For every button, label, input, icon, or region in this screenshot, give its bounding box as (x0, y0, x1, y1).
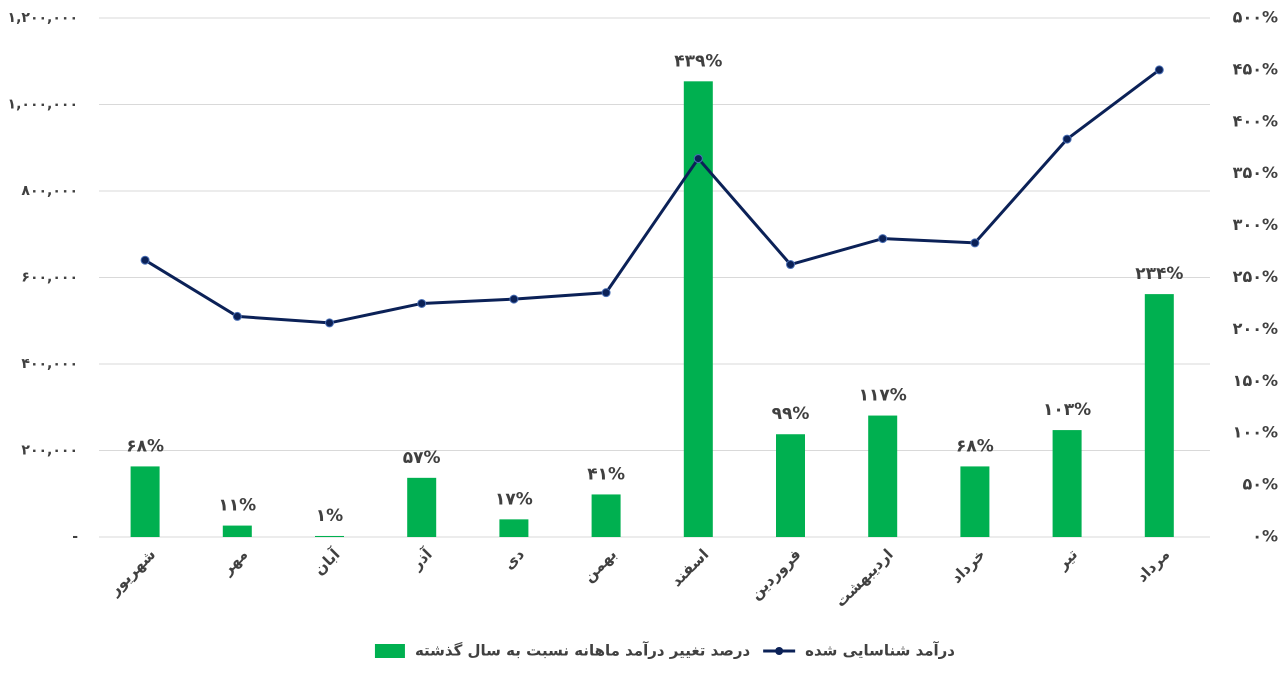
x-tick-label: مرداد (1133, 545, 1173, 585)
data-label: ۶۸% (126, 436, 164, 456)
x-tick-label: اسفند (667, 545, 712, 590)
data-label: ۴۳۹% (674, 51, 722, 71)
x-tick-label: دی (500, 545, 528, 573)
y2-tick-label: ۰% (1252, 527, 1278, 546)
y2-tick-label: ۴۰۰% (1233, 111, 1278, 130)
data-label: ۱% (316, 506, 343, 526)
bar (868, 415, 898, 537)
x-tick-label: شهریور (105, 545, 159, 599)
data-label: ۱۱% (218, 496, 256, 516)
y-tick-label: ۲۰۰,۰۰۰ (21, 443, 78, 459)
legend-swatch (374, 644, 405, 658)
x-tick-label: مهر (218, 545, 252, 579)
line-marker (1062, 134, 1072, 144)
bar (407, 477, 437, 537)
y2-tick-label: ۳۰۰% (1233, 215, 1278, 234)
legend-label: درصد تغییر درآمد ماهانه نسبت به سال گذشت… (415, 642, 751, 660)
y2-tick-label: ۲۵۰% (1233, 267, 1278, 286)
x-tick-label: آذر (407, 545, 436, 574)
line-marker (140, 255, 150, 265)
data-label: ۵۷% (403, 448, 441, 468)
x-tick-label: آبان (310, 545, 344, 579)
line-marker (601, 288, 611, 298)
legend-label: درآمد شناسایی شده (805, 642, 955, 660)
bar (1052, 430, 1082, 537)
y-tick-label: ۶۰۰,۰۰۰ (21, 270, 78, 286)
y2-tick-label: ۴۵۰% (1233, 59, 1278, 78)
x-tick-label: تیر (1053, 545, 1081, 573)
y-tick-label: ۱,۰۰۰,۰۰۰ (8, 97, 78, 113)
data-label: ۱۱۷% (859, 386, 907, 406)
y-tick-label: ۱,۲۰۰,۰۰۰ (8, 10, 78, 26)
y-tick-label: ۴۰۰,۰۰۰ (21, 356, 78, 372)
data-label: ۴۱% (587, 464, 625, 484)
bar (130, 466, 160, 537)
line-marker (232, 311, 242, 321)
bar (683, 81, 713, 538)
y2-tick-label: ۱۵۰% (1233, 371, 1278, 390)
y-tick-label: - (72, 529, 78, 545)
line-marker (325, 318, 334, 328)
line-marker (970, 238, 980, 248)
y2-tick-label: ۵۰% (1242, 475, 1278, 494)
line-marker (417, 298, 427, 308)
bar (591, 494, 621, 537)
x-tick-label: بهمن (580, 545, 620, 585)
data-label: ۱۰۳% (1043, 400, 1091, 420)
line-marker (693, 154, 703, 164)
y-tick-label: ۸۰۰,۰۰۰ (21, 183, 78, 199)
bar (315, 535, 344, 537)
line-marker (1154, 65, 1164, 75)
data-label: ۶۸% (956, 436, 994, 456)
data-label: ۹۹% (772, 404, 810, 424)
y2-tick-label: ۳۵۰% (1233, 163, 1278, 182)
x-tick-label: اردیبهشت (831, 545, 896, 610)
x-tick-label: فروردین (747, 545, 805, 603)
data-label: ۱۷% (495, 489, 533, 509)
line (144, 68, 1161, 325)
y2-tick-label: ۲۰۰% (1233, 319, 1278, 338)
line-marker (878, 234, 888, 244)
line-marker (509, 294, 519, 304)
bar (222, 525, 252, 537)
data-label: ۲۳۴% (1135, 264, 1183, 284)
y2-tick-label: ۱۰۰% (1233, 423, 1278, 442)
bar (1144, 294, 1174, 537)
y2-tick-label: ۵۰۰% (1233, 8, 1278, 27)
bar (776, 434, 805, 537)
bar (960, 466, 990, 537)
x-tick-label: خرداد (947, 545, 988, 586)
line-marker (786, 260, 795, 270)
legend-swatch (775, 647, 784, 655)
bar (499, 519, 529, 537)
